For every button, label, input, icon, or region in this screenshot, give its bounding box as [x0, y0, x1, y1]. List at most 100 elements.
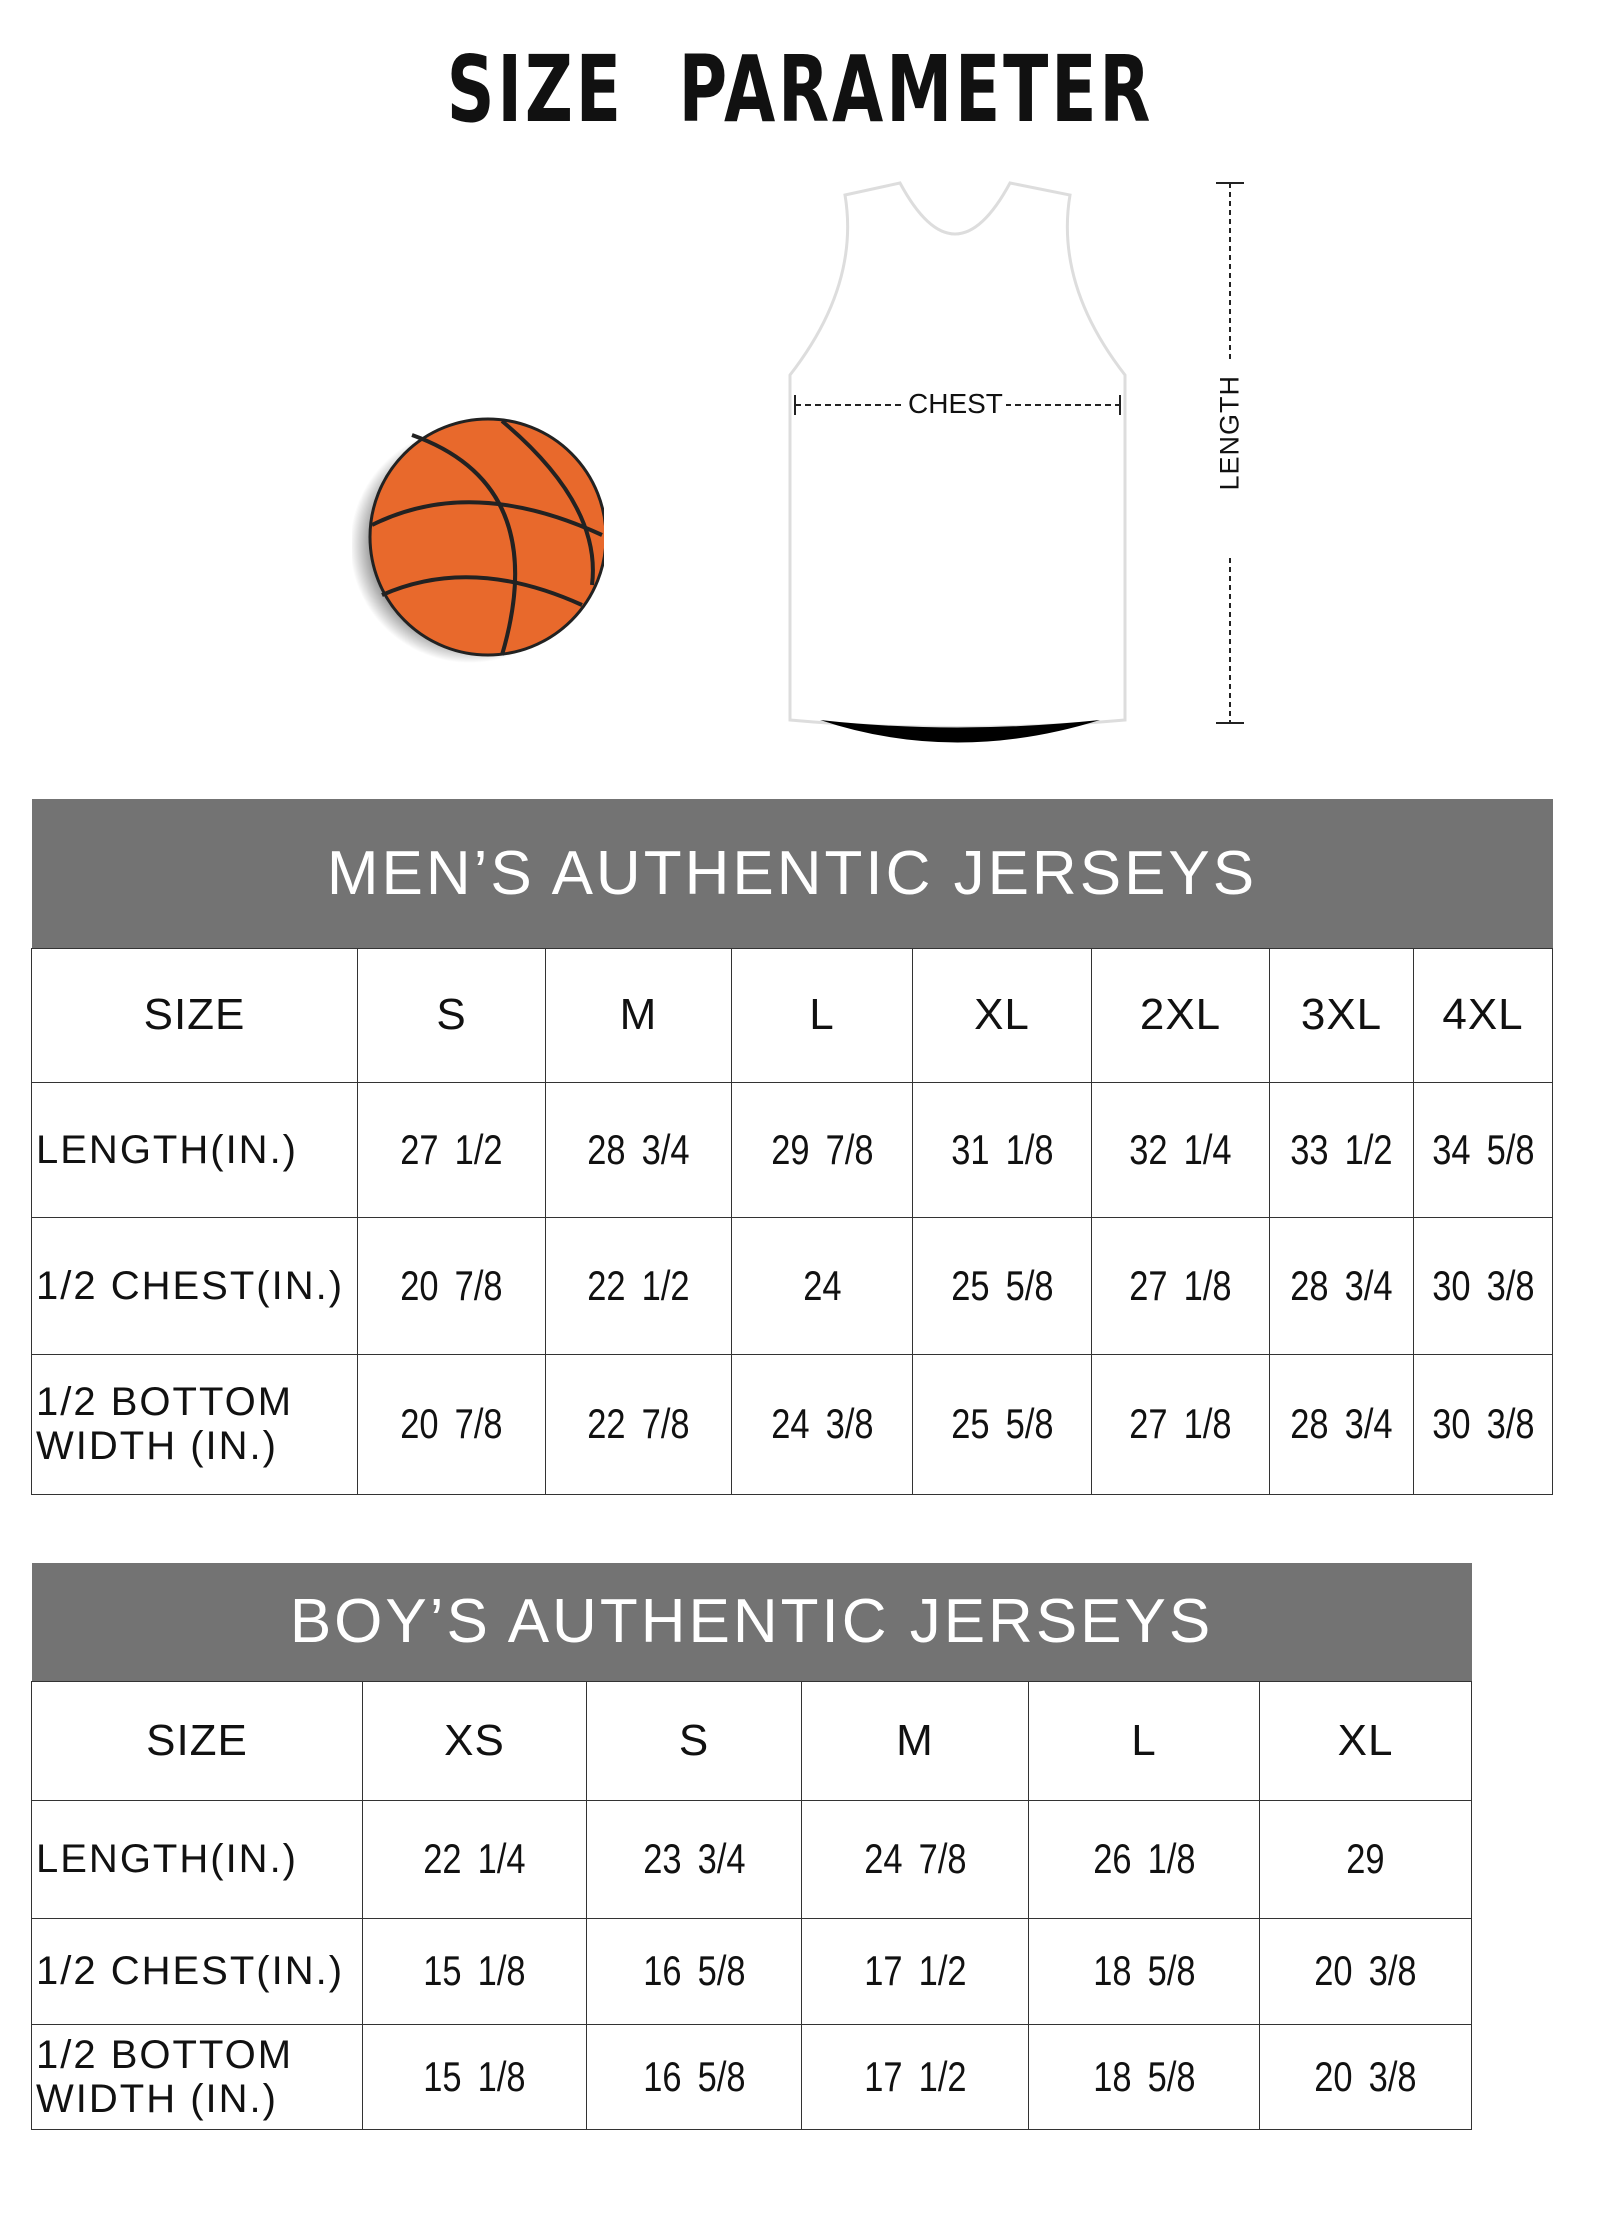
measurement-cell: 15 1/8: [362, 2023, 587, 2130]
table-row: 1/2 BOTTOM WIDTH (IN.) 15 1/8 16 5/8 17 1/2…: [31, 2023, 1473, 2130]
measurement-cell: 18 5/8: [1028, 2023, 1260, 2130]
measurement-cell: 24 7/8: [801, 1799, 1029, 1919]
table-row: 1/2 CHEST(IN.) 20 7/8 22 1/2 24 25 5/8 27 1/8…: [31, 1216, 1553, 1355]
measurement-cell: 28 3/4: [1269, 1216, 1414, 1355]
measurement-cell: 23 3/4: [586, 1799, 802, 1919]
measurement-value: 22 1/4: [423, 1835, 526, 1882]
measurement-value: 20 7/8: [400, 1261, 503, 1309]
size-header-xl: XL: [1258, 1680, 1473, 1801]
measurement-cell: 27 1/8: [1091, 1353, 1270, 1495]
row-label: 1/2 BOTTOM WIDTH (IN.): [31, 1353, 358, 1495]
measurement-cell: 17 1/2: [801, 1917, 1029, 2025]
measurement-cell: 18 5/8: [1028, 1917, 1260, 2025]
size-header-4xl: 4XL: [1413, 947, 1553, 1083]
basketball-icon: [352, 417, 604, 663]
length-dimension-line: [1216, 182, 1244, 724]
size-header-m: M: [801, 1680, 1029, 1801]
measurement-value: 18 5/8: [1092, 1947, 1196, 1994]
measurement-value: 20 7/8: [400, 1400, 503, 1447]
table-row: 1/2 CHEST(IN.) 15 1/8 16 5/8 17 1/2 18 5/8 20…: [31, 1917, 1473, 2025]
measurement-value: 24 3/8: [770, 1400, 874, 1447]
measurement-cell: 16 5/8: [586, 2023, 802, 2130]
size-header-s: S: [357, 947, 546, 1083]
measurement-value: 28 3/4: [1290, 1400, 1393, 1447]
row-label: 1/2 CHEST(IN.): [31, 1216, 358, 1355]
row-label: LENGTH(IN.): [31, 1799, 363, 1919]
size-header-xs: XS: [362, 1680, 587, 1801]
measurement-cell: 33 1/2: [1269, 1081, 1414, 1218]
measurement-value: 20 3/8: [1314, 2052, 1417, 2100]
table-row: LENGTH(IN.) 22 1/4 23 3/4 24 7/8 26 1/8 29: [31, 1799, 1473, 1919]
measurement-cell: 20 3/8: [1258, 2023, 1473, 2130]
measurement-value: 28 3/4: [587, 1125, 690, 1173]
measurement-cell: 17 1/2: [801, 2023, 1029, 2130]
measurement-cell: 22 1/4: [362, 1799, 587, 1919]
mens-table-heading: MEN’S AUTHENTIC JERSEYS: [31, 799, 1553, 948]
page-title: SIZE PARAMETER: [446, 36, 1154, 143]
measurement-cell: 25 5/8: [912, 1216, 1092, 1355]
measurement-cell: 15 1/8: [362, 1917, 587, 2025]
measurement-cell: 16 5/8: [586, 1917, 802, 2025]
measurement-value: 32 1/4: [1129, 1125, 1232, 1173]
length-label: LENGTH: [1214, 374, 1245, 491]
size-header-s: S: [586, 1680, 802, 1801]
measurement-cell: 29: [1258, 1799, 1473, 1919]
measurement-value: 27 1/2: [400, 1125, 503, 1173]
measurement-cell: 28 3/4: [545, 1081, 732, 1218]
measurement-value: 30 3/8: [1431, 1400, 1535, 1447]
size-header-l: L: [731, 947, 913, 1083]
measurement-value: 26 1/8: [1092, 1835, 1196, 1882]
measurement-cell: 31 1/8: [912, 1081, 1092, 1218]
chest-label: CHEST: [905, 388, 1006, 420]
boys-size-table: BOY’S AUTHENTIC JERSEYS SIZE XS S M L XL LENG…: [31, 1563, 1473, 2130]
row-label: 1/2 BOTTOM WIDTH (IN.): [31, 2023, 363, 2130]
measurement-cell: 32 1/4: [1091, 1081, 1270, 1218]
size-header-3xl: 3XL: [1269, 947, 1414, 1083]
size-column-header: SIZE: [31, 947, 358, 1083]
size-column-header: SIZE: [31, 1680, 363, 1801]
table-row: LENGTH(IN.) 27 1/2 28 3/4 29 7/8 31 1/8 32 1/…: [31, 1081, 1553, 1218]
measurement-value: 20 3/8: [1314, 1947, 1417, 1994]
measurement-value: 29: [1346, 1835, 1385, 1882]
jersey-diagram: [788, 181, 1127, 743]
measurement-value: 16 5/8: [642, 1947, 746, 1994]
measurement-cell: 24 3/8: [731, 1353, 913, 1495]
measurement-cell: 22 1/2: [545, 1216, 732, 1355]
measurement-value: 27 1/8: [1129, 1400, 1232, 1447]
size-header-2xl: 2XL: [1091, 947, 1270, 1083]
measurement-cell: 20 3/8: [1258, 1917, 1473, 2025]
table-header-row: SIZE S M L XL 2XL 3XL 4XL: [31, 947, 1553, 1083]
measurement-value: 25 5/8: [950, 1261, 1054, 1309]
boys-table-heading: BOY’S AUTHENTIC JERSEYS: [31, 1563, 1472, 1681]
measurement-cell: 22 7/8: [545, 1353, 732, 1495]
measurement-value: 27 1/8: [1129, 1261, 1232, 1309]
measurement-value: 23 3/4: [642, 1835, 746, 1882]
measurement-cell: 27 1/2: [357, 1081, 546, 1218]
measurement-value: 22 1/2: [587, 1261, 690, 1309]
measurement-cell: 25 5/8: [912, 1353, 1092, 1495]
measurement-cell: 26 1/8: [1028, 1799, 1260, 1919]
measurement-value: 18 5/8: [1092, 2052, 1196, 2100]
measurement-value: 28 3/4: [1290, 1261, 1393, 1309]
size-header-m: M: [545, 947, 732, 1083]
table-row: 1/2 BOTTOM WIDTH (IN.) 20 7/8 22 7/8 24 3/8…: [31, 1353, 1553, 1495]
measurement-value: 17 1/2: [863, 1947, 967, 1994]
measurement-cell: 20 7/8: [357, 1216, 546, 1355]
measurement-value: 15 1/8: [423, 2052, 526, 2100]
table-header-row: SIZE XS S M L XL: [31, 1680, 1473, 1801]
row-label: 1/2 CHEST(IN.): [31, 1917, 363, 2025]
measurement-cell: 30 3/8: [1413, 1216, 1553, 1355]
measurement-cell: 27 1/8: [1091, 1216, 1270, 1355]
measurement-value: 24: [802, 1261, 842, 1309]
measurement-cell: 28 3/4: [1269, 1353, 1414, 1495]
measurement-cell: 20 7/8: [357, 1353, 546, 1495]
measurement-cell: 24: [731, 1216, 913, 1355]
row-label: LENGTH(IN.): [31, 1081, 358, 1218]
measurement-value: 16 5/8: [642, 2052, 746, 2100]
measurement-value: 30 3/8: [1431, 1261, 1535, 1309]
measurement-value: 17 1/2: [863, 2052, 967, 2100]
size-header-xl: XL: [912, 947, 1092, 1083]
measurement-value: 34 5/8: [1431, 1125, 1535, 1173]
measurement-cell: 34 5/8: [1413, 1081, 1553, 1218]
measurement-value: 24 7/8: [863, 1835, 967, 1882]
